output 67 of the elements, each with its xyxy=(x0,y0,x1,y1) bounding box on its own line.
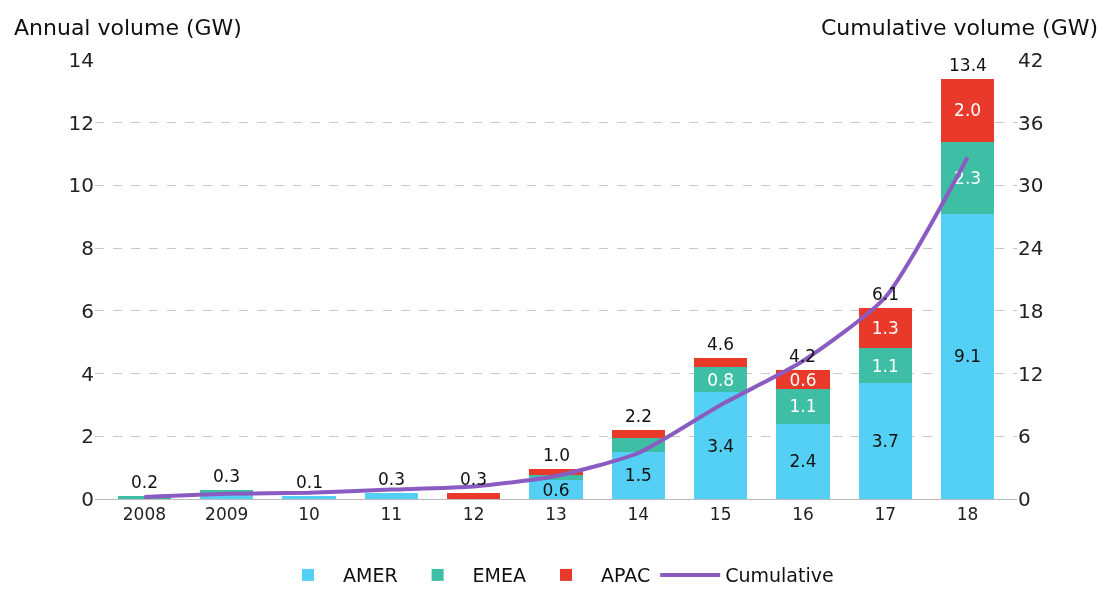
bar xyxy=(940,213,995,499)
total-label: 0.3 xyxy=(213,466,241,486)
x-tick-label: 2008 xyxy=(122,504,167,525)
data-label: 1.5 xyxy=(624,465,652,486)
y-tick-label: 8 xyxy=(81,236,94,261)
y2-axis-title: Cumulative volume (GW) xyxy=(821,15,1099,40)
x-tick-label: 14 xyxy=(627,504,650,525)
data-label: 2.0 xyxy=(954,100,982,121)
legend-label: Cumulative xyxy=(725,564,834,587)
bar xyxy=(858,348,913,383)
x-tick-label: 17 xyxy=(874,504,897,525)
x-tick-label: 12 xyxy=(462,504,485,525)
bar xyxy=(282,495,336,499)
data-label: 0.6 xyxy=(789,369,817,390)
bar xyxy=(858,382,913,499)
y2-tick-label: 0 xyxy=(1018,487,1031,511)
data-label: 1.3 xyxy=(871,318,899,339)
y-tick-label: 0 xyxy=(81,487,94,511)
total-label: 13.4 xyxy=(949,55,987,75)
data-label: 3.4 xyxy=(707,435,735,456)
y2-tick-label: 6 xyxy=(1018,424,1031,449)
total-label: 4.6 xyxy=(707,334,735,354)
y-tick-label: 14 xyxy=(68,48,94,72)
data-label: 1.1 xyxy=(789,396,817,417)
data-label: 2.4 xyxy=(789,451,817,472)
y2-tick-label: 42 xyxy=(1018,48,1044,72)
x-tick-label: 15 xyxy=(709,504,732,525)
data-label: 1.1 xyxy=(871,355,899,376)
x-tick-label: 10 xyxy=(298,504,320,525)
bar xyxy=(940,78,995,142)
x-tick-label: 18 xyxy=(956,504,979,525)
bar xyxy=(446,492,501,499)
bar xyxy=(776,423,830,499)
y-tick-label: 4 xyxy=(81,361,94,386)
x-tick-label: 2009 xyxy=(205,504,249,525)
data-label: 0.8 xyxy=(707,369,735,390)
bar xyxy=(364,492,419,499)
total-label: 0.3 xyxy=(460,469,488,489)
bar xyxy=(693,357,748,368)
total-label: 0.3 xyxy=(378,469,406,489)
legend-label: APAC xyxy=(601,564,651,587)
y-tick-label: 2 xyxy=(81,424,94,449)
total-label: 1.0 xyxy=(543,445,571,465)
bar xyxy=(611,430,666,438)
data-label: 9.1 xyxy=(954,346,982,367)
y2-tick-label: 18 xyxy=(1018,298,1044,323)
bar xyxy=(940,141,995,214)
y-axis-title: Annual volume (GW) xyxy=(14,15,242,40)
x-tick-label: 11 xyxy=(380,504,403,525)
legend-label: EMEA xyxy=(472,564,527,587)
y2-tick-label: 12 xyxy=(1018,361,1044,386)
bar xyxy=(693,392,748,499)
y2-tick-label: 30 xyxy=(1018,173,1044,198)
total-label: 0.1 xyxy=(296,472,324,492)
bar xyxy=(776,389,830,424)
data-label: 3.7 xyxy=(871,430,899,451)
legend-label: AMER xyxy=(343,564,398,587)
data-label: 0.6 xyxy=(542,479,570,500)
total-label: 0.2 xyxy=(131,472,159,492)
y2-tick-label: 24 xyxy=(1018,236,1044,261)
y2-tick-label: 36 xyxy=(1018,110,1044,135)
x-tick-label: 16 xyxy=(792,504,814,525)
y-tick-label: 12 xyxy=(68,110,94,135)
total-label: 2.2 xyxy=(625,406,653,426)
x-tick-label: 13 xyxy=(545,504,567,525)
y-tick-label: 6 xyxy=(81,298,94,323)
y-tick-label: 10 xyxy=(68,173,94,198)
